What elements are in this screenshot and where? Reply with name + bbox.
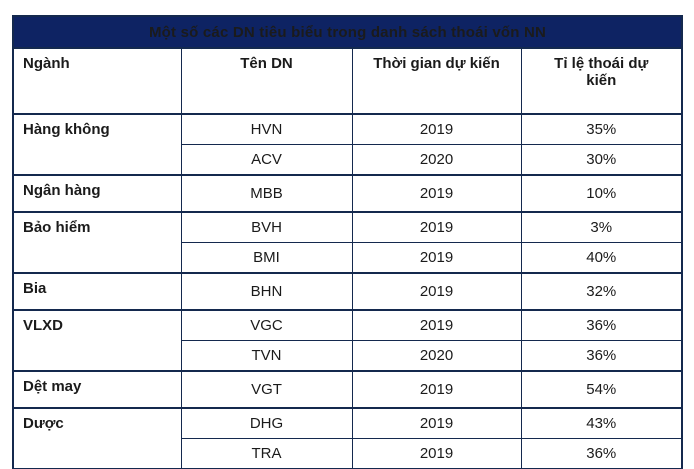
cell-thoi-gian: 2020 — [351, 340, 522, 371]
cell-thoi-gian: 2019 — [351, 438, 522, 469]
cell-ti-le: 43% — [520, 407, 683, 439]
table-row-vgc: VLXD VGC 2019 36% — [12, 309, 683, 371]
cell-thoi-gian: 2019 — [351, 309, 522, 341]
cell-ti-le: 3% — [520, 211, 683, 243]
header-ti-le-thoai-du-kien: Tỉ lệ thoái dự kiến — [520, 48, 683, 114]
industry-cell-vlxd: VLXD — [12, 309, 182, 371]
header-ten-dn: Tên DN — [180, 48, 353, 114]
table-row-dhg: Dược DHG 2019 43% — [12, 407, 683, 469]
cell-ten-dn: DHG — [180, 407, 353, 439]
industry-cell-duoc: Dược — [12, 407, 182, 469]
table-row-mbb: Ngân hàng MBB 2019 10% — [12, 174, 683, 212]
cell-ti-le: 10% — [520, 174, 683, 212]
cell-ten-dn: BHN — [180, 272, 353, 310]
table-row-tvn: TVN 2020 36% — [13, 340, 683, 371]
table-row-acv: ACV 2020 30% — [13, 144, 683, 175]
cell-ti-le: 36% — [520, 438, 683, 469]
table-row-tra: TRA 2019 36% — [13, 438, 683, 469]
header-nganh: Ngành — [12, 48, 182, 114]
divestment-table: Một số các DN tiêu biểu trong danh sách … — [12, 15, 684, 469]
industry-cell-hang-khong: Hàng không — [12, 113, 182, 175]
cell-ti-le: 30% — [520, 144, 683, 175]
cell-thoi-gian: 2019 — [351, 113, 522, 145]
industry-cell-det-may: Dệt may — [12, 370, 182, 408]
cell-thoi-gian: 2020 — [351, 144, 522, 175]
cell-ti-le: 32% — [520, 272, 683, 310]
table-row-vgt: Dệt may VGT 2019 54% — [12, 370, 683, 408]
cell-thoi-gian: 2019 — [351, 407, 522, 439]
cell-ten-dn: MBB — [180, 174, 353, 212]
cell-ten-dn: VGT — [180, 370, 353, 408]
table-row-bvh: Bảo hiểm BVH 2019 3% — [12, 211, 683, 273]
table-row-bmi: BMI 2019 40% — [13, 242, 683, 273]
industry-cell-bia: Bia — [12, 272, 182, 310]
header-thoi-gian-du-kien: Thời gian dự kiến — [351, 48, 522, 114]
cell-thoi-gian: 2019 — [351, 242, 522, 273]
cell-ten-dn: VGC — [180, 309, 353, 341]
cell-ti-le: 35% — [520, 113, 683, 145]
cell-ten-dn: TVN — [180, 340, 353, 371]
table-row-hvn: Hàng không HVN 2019 35% — [12, 113, 683, 175]
table-row-bhn: Bia BHN 2019 32% — [12, 272, 683, 310]
cell-ten-dn: TRA — [180, 438, 353, 469]
cell-ti-le: 36% — [520, 340, 683, 371]
table-title: Một số các DN tiêu biểu trong danh sách … — [12, 15, 683, 49]
cell-thoi-gian: 2019 — [351, 174, 522, 212]
cell-ten-dn: BMI — [180, 242, 353, 273]
cell-thoi-gian: 2019 — [351, 370, 522, 408]
cell-ten-dn: ACV — [180, 144, 353, 175]
cell-ten-dn: BVH — [180, 211, 353, 243]
cell-ti-le: 36% — [520, 309, 683, 341]
cell-thoi-gian: 2019 — [351, 211, 522, 243]
industry-cell-ngan-hang: Ngân hàng — [12, 174, 182, 212]
cell-ti-le: 54% — [520, 370, 683, 408]
table-title-row: Một số các DN tiêu biểu trong danh sách … — [12, 15, 683, 49]
table-header-row: Ngành Tên DN Thời gian dự kiến Tỉ lệ tho… — [12, 48, 683, 114]
cell-ten-dn: HVN — [180, 113, 353, 145]
cell-ti-le: 40% — [520, 242, 683, 273]
cell-thoi-gian: 2019 — [351, 272, 522, 310]
industry-cell-bao-hiem: Bảo hiểm — [12, 211, 182, 273]
